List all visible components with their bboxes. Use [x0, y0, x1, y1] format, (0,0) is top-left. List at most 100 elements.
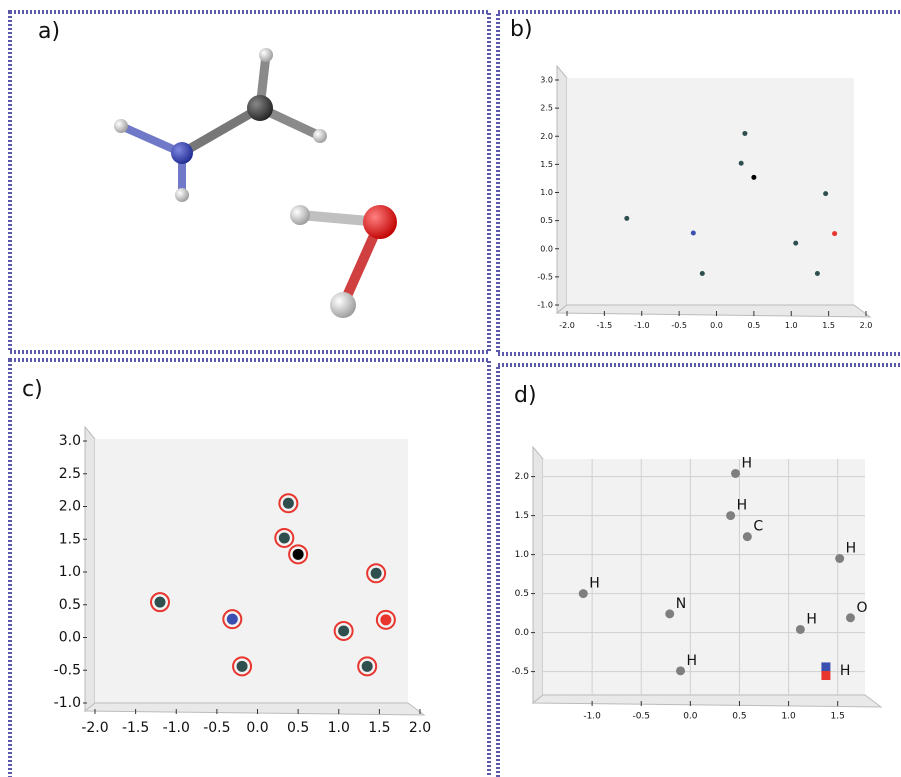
x-tick-label: 1.0 [785, 321, 798, 330]
square-marker [821, 671, 830, 680]
x-tick-label: 0.5 [287, 720, 309, 736]
y-tick-label: 3.0 [59, 433, 81, 449]
point [380, 614, 391, 625]
square-marker [821, 662, 830, 671]
x-tick-label: 0.0 [246, 720, 268, 736]
point [624, 216, 629, 221]
point [815, 271, 820, 276]
x-tick-label: 0.5 [732, 712, 746, 722]
point [731, 469, 740, 478]
y-tick-label: 1.0 [515, 550, 530, 560]
point [742, 131, 747, 136]
molecule [114, 48, 397, 318]
floor-pane [533, 695, 881, 707]
x-tick-label: -1.0 [163, 720, 190, 736]
x-tick-label: -1.5 [597, 321, 613, 330]
left-pane [85, 427, 95, 711]
point [835, 554, 844, 563]
point [293, 549, 304, 560]
point [283, 498, 294, 509]
x-tick-label: -0.5 [632, 712, 650, 722]
x-tick-label: 1.5 [831, 712, 845, 722]
y-tick-label: -0.5 [537, 272, 553, 281]
y-tick-label: 0.5 [59, 597, 81, 613]
point [227, 614, 238, 625]
point [371, 568, 382, 579]
point-label: H [737, 498, 748, 514]
y-tick-label: 0.5 [515, 589, 529, 599]
x-tick-label: 1.5 [368, 720, 390, 736]
point-label: H [589, 576, 600, 592]
point [743, 532, 752, 541]
x-tick-label: -2.0 [559, 321, 575, 330]
y-tick-label: 1.0 [540, 188, 553, 197]
y-tick-label: 1.5 [540, 160, 553, 169]
y-tick-label: 3.0 [540, 76, 553, 85]
y-tick-label: 2.0 [540, 132, 553, 141]
left-pane [533, 447, 543, 703]
point [726, 511, 735, 520]
point [362, 661, 373, 672]
point-label: H [687, 653, 698, 669]
point [846, 613, 855, 622]
point [237, 661, 248, 672]
y-tick-label: -1.0 [537, 301, 553, 310]
y-tick-label: 2.5 [59, 466, 81, 482]
y-tick-label: 1.5 [515, 511, 529, 521]
x-tick-label: 1.5 [822, 321, 835, 330]
panel-label: d) [514, 383, 537, 408]
point [739, 161, 744, 166]
panel-label: a) [38, 19, 60, 44]
point-label: H [806, 611, 817, 627]
point [796, 625, 805, 634]
point [279, 532, 290, 543]
y-tick-label: 0.5 [540, 216, 553, 225]
x-tick-label: -1.5 [122, 720, 149, 736]
y-tick-label: 1.0 [59, 564, 81, 580]
y-tick-label: -0.5 [54, 662, 81, 678]
point [579, 589, 588, 598]
x-tick-label: -0.5 [203, 720, 230, 736]
point [691, 231, 696, 236]
point [338, 625, 349, 636]
point-label: O [856, 600, 867, 616]
point [751, 175, 756, 180]
y-tick-label: 2.0 [515, 472, 530, 482]
x-tick-label: 0.0 [683, 712, 698, 722]
point [676, 666, 685, 675]
left-pane [557, 66, 567, 313]
point [793, 241, 798, 246]
figure: a) b) c) d) -1.0 -0.5 0.0 0.5 1.0 1.5 2.0 2.5 3.… [0, 0, 901, 777]
x-tick-label: -1.0 [583, 712, 601, 722]
panel-label: b) [510, 17, 533, 42]
point-label: H [742, 455, 753, 471]
back-pane [567, 78, 854, 305]
y-tick-label: -1.0 [54, 695, 81, 711]
x-tick-label: -1.0 [634, 321, 650, 330]
point-label: N [676, 596, 686, 612]
point-label: H [846, 541, 857, 557]
x-tick-label: 0.5 [748, 321, 761, 330]
point [823, 191, 828, 196]
panel-border [10, 12, 489, 352]
y-tick-label: 2.5 [540, 104, 553, 113]
y-tick-label: 0.0 [515, 628, 530, 638]
point [155, 597, 166, 608]
panel-label: c) [22, 377, 43, 402]
x-tick-label: 1.0 [781, 712, 796, 722]
x-tick-label: 2.0 [409, 720, 431, 736]
y-tick-label: 0.0 [59, 630, 81, 646]
point-label: C [753, 519, 763, 535]
point [665, 609, 674, 618]
point [832, 231, 837, 236]
x-tick-label: -2.0 [81, 720, 108, 736]
x-tick-label: 0.0 [710, 321, 723, 330]
y-tick-label: 0.0 [540, 244, 553, 253]
y-tick-label: 1.5 [59, 531, 81, 547]
x-tick-label: 2.0 [860, 321, 873, 330]
y-tick-label: -0.5 [511, 667, 529, 677]
y-tick-label: 2.0 [59, 499, 81, 515]
x-tick-label: 1.0 [328, 720, 350, 736]
marker-label: H [840, 663, 851, 679]
point [700, 271, 705, 276]
